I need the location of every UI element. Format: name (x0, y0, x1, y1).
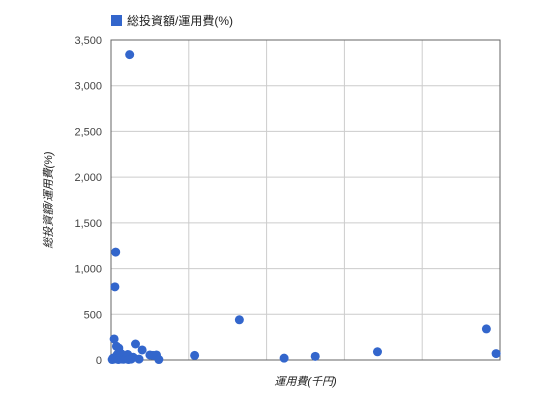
data-point (279, 353, 289, 363)
data-point (137, 345, 147, 355)
y-tick-label: 2,000 (74, 172, 102, 184)
data-point (131, 339, 141, 349)
data-point (310, 351, 320, 361)
data-point (154, 355, 164, 365)
data-point (372, 347, 382, 357)
data-point (190, 350, 200, 360)
y-tick-label: 2,500 (74, 126, 102, 138)
legend-label: 総投資額/運用費(%) (127, 13, 233, 28)
data-point (109, 334, 119, 344)
plot-frame (110, 39, 501, 361)
legend: 総投資額/運用費(%) (111, 13, 233, 28)
y-tick-label: 3,500 (74, 35, 102, 47)
data-points (107, 50, 501, 365)
data-point (234, 315, 244, 325)
data-point (110, 282, 120, 292)
data-point (125, 50, 135, 60)
grid (110, 39, 501, 361)
data-point (481, 324, 491, 334)
y-tick-label: 3,000 (74, 81, 102, 93)
y-tick-label: 0 (96, 355, 102, 367)
legend-swatch (111, 15, 122, 26)
y-tick-label: 1,500 (74, 218, 102, 230)
data-point (491, 349, 501, 359)
y-tick-labels: 0 500 1,000 1,500 2,000 2,500 3,000 3,500 (74, 35, 102, 367)
y-axis-title: 総投資額/運用費(%) (42, 151, 55, 248)
y-tick-label: 1,000 (74, 264, 102, 276)
x-axis-title: 運用費(千円) (274, 375, 337, 388)
data-point (134, 354, 144, 364)
data-point (111, 247, 121, 257)
y-tick-label: 500 (84, 309, 102, 321)
